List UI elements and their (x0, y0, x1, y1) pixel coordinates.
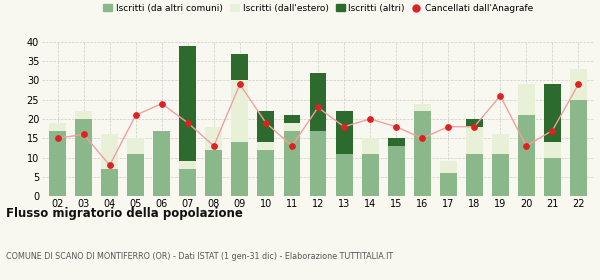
Bar (440, 161, 457, 173)
Point (365, 117, 375, 121)
Point (261, 121, 271, 125)
Legend: Iscritti (da altri comuni), Iscritti (dall'estero), Iscritti (altri), Cancellati: Iscritti (da altri comuni), Iscritti (da… (100, 0, 536, 17)
Bar (154, 130, 170, 196)
Bar (570, 69, 587, 100)
Point (287, 144, 297, 148)
Point (313, 105, 323, 110)
Point (53, 136, 62, 141)
Text: Flusso migratorio della popolazione: Flusso migratorio della popolazione (6, 207, 243, 220)
Bar (49, 123, 66, 130)
Bar (466, 154, 482, 196)
Bar (544, 157, 561, 196)
Bar (179, 169, 196, 196)
Point (521, 144, 531, 148)
Bar (413, 111, 431, 196)
Point (548, 128, 557, 133)
Bar (257, 150, 274, 196)
Bar (413, 104, 431, 111)
Bar (179, 46, 196, 161)
Point (79, 132, 88, 137)
Bar (205, 127, 223, 150)
Bar (75, 119, 92, 196)
Bar (518, 84, 535, 115)
Bar (232, 53, 248, 80)
Bar (127, 138, 144, 154)
Bar (362, 154, 379, 196)
Bar (544, 84, 561, 142)
Point (391, 124, 401, 129)
Bar (127, 154, 144, 196)
Point (209, 144, 218, 148)
Bar (335, 111, 353, 154)
Bar (257, 142, 274, 150)
Bar (75, 111, 92, 119)
Point (339, 124, 349, 129)
Point (418, 136, 427, 141)
Bar (205, 150, 223, 196)
Bar (101, 134, 118, 169)
Bar (388, 146, 404, 196)
Bar (179, 161, 196, 169)
Bar (518, 115, 535, 196)
Bar (440, 173, 457, 196)
Point (469, 124, 479, 129)
Bar (284, 123, 301, 130)
Bar (466, 119, 482, 127)
Bar (310, 130, 326, 196)
Point (157, 101, 167, 106)
Bar (362, 138, 379, 154)
Point (235, 82, 245, 87)
Bar (466, 127, 482, 154)
Bar (284, 130, 301, 196)
Bar (310, 73, 326, 130)
Bar (335, 154, 353, 196)
Point (496, 94, 505, 98)
Point (183, 121, 193, 125)
Bar (388, 138, 404, 146)
Point (574, 82, 583, 87)
Bar (232, 80, 248, 142)
Bar (492, 154, 509, 196)
Bar (232, 142, 248, 196)
Bar (544, 142, 561, 157)
Text: COMUNE DI SCANO DI MONTIFERRO (OR) - Dati ISTAT (1 gen-31 dic) - Elaborazione TU: COMUNE DI SCANO DI MONTIFERRO (OR) - Dat… (6, 252, 393, 261)
Bar (570, 100, 587, 196)
Point (443, 124, 453, 129)
Bar (257, 111, 274, 142)
Bar (492, 134, 509, 154)
Bar (101, 169, 118, 196)
Point (131, 113, 140, 117)
Bar (284, 115, 301, 123)
Bar (49, 130, 66, 196)
Point (105, 163, 115, 167)
